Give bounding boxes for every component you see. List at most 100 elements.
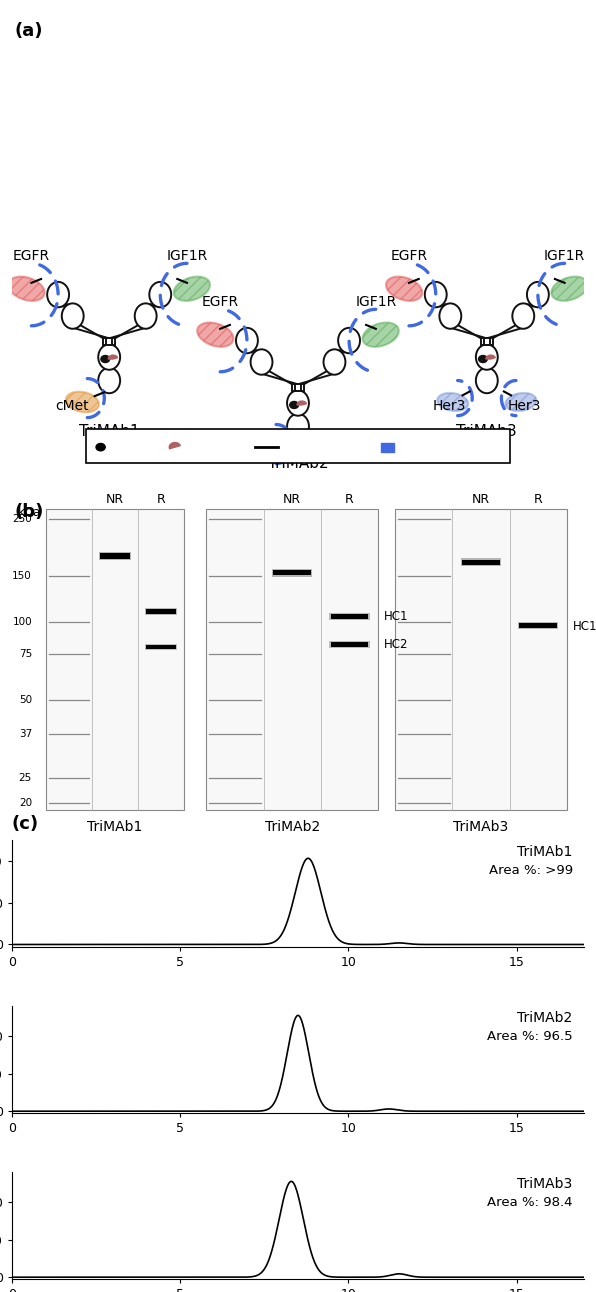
Text: HC1/2: HC1/2 (573, 619, 596, 632)
Bar (331, 614, 368, 619)
Ellipse shape (439, 304, 461, 328)
Text: (c): (c) (12, 815, 39, 833)
Bar (272, 568, 312, 576)
Text: TriMAb3: TriMAb3 (457, 424, 517, 439)
Circle shape (96, 443, 105, 451)
Ellipse shape (527, 282, 549, 307)
Ellipse shape (62, 304, 83, 328)
Text: NR: NR (472, 494, 490, 506)
Wedge shape (169, 443, 181, 448)
Bar (103, 339, 115, 345)
Text: Area %: 96.5: Area %: 96.5 (487, 1030, 573, 1043)
Bar (206, 509, 378, 810)
Text: 25: 25 (18, 773, 32, 783)
Text: IGF1R: IGF1R (355, 296, 396, 309)
Bar (99, 552, 131, 559)
Ellipse shape (250, 349, 272, 375)
Ellipse shape (98, 368, 120, 393)
Text: Her3: Her3 (507, 399, 541, 413)
Ellipse shape (135, 304, 157, 328)
Bar (100, 553, 130, 558)
Ellipse shape (174, 276, 210, 301)
Bar (330, 641, 370, 647)
Bar (146, 646, 176, 649)
Text: 150: 150 (12, 571, 32, 581)
Text: 100: 100 (13, 618, 32, 627)
Ellipse shape (476, 345, 498, 370)
Bar (381, 443, 393, 452)
Bar (462, 559, 500, 565)
Bar (481, 339, 493, 345)
Bar (330, 614, 370, 620)
Ellipse shape (513, 304, 534, 328)
Text: (a): (a) (15, 22, 44, 40)
Ellipse shape (254, 438, 288, 459)
Text: kDa: kDa (17, 506, 41, 519)
Text: R: R (345, 494, 354, 506)
Bar (331, 642, 368, 646)
Wedge shape (108, 355, 117, 359)
Text: (b): (b) (15, 503, 44, 521)
Text: TriMAb1: TriMAb1 (87, 819, 142, 833)
Text: TriMAb1: TriMAb1 (517, 845, 573, 859)
Circle shape (101, 355, 110, 363)
Bar (519, 621, 558, 629)
Text: R: R (534, 494, 543, 506)
Ellipse shape (8, 276, 45, 301)
Text: HC2: HC2 (384, 638, 408, 651)
Ellipse shape (551, 276, 588, 301)
Text: 50: 50 (19, 695, 32, 705)
Text: TriMAb2: TriMAb2 (517, 1012, 573, 1026)
Text: NR: NR (106, 494, 124, 506)
Text: cMet: cMet (55, 399, 89, 413)
Text: EGFR: EGFR (390, 248, 427, 262)
Bar (146, 609, 176, 614)
Bar (292, 384, 304, 391)
Ellipse shape (386, 276, 422, 301)
Text: IGF1R: IGF1R (166, 249, 207, 264)
Ellipse shape (287, 390, 309, 416)
Ellipse shape (425, 282, 446, 307)
Ellipse shape (197, 323, 234, 346)
Bar (461, 558, 501, 566)
Bar (395, 509, 567, 810)
Ellipse shape (362, 323, 399, 346)
Text: TriMAb2: TriMAb2 (268, 456, 328, 472)
Text: Her3: Her3 (247, 447, 280, 461)
Wedge shape (486, 355, 495, 359)
Text: IGF1R: IGF1R (544, 249, 585, 264)
Text: (G4S)n: (G4S)n (398, 441, 444, 453)
Text: TriMAb3: TriMAb3 (517, 1177, 573, 1191)
Ellipse shape (505, 393, 536, 411)
Text: EGFR: EGFR (13, 248, 50, 262)
Text: S-S Bridge: S-S Bridge (284, 441, 353, 453)
Ellipse shape (287, 413, 309, 439)
Text: TriMAb3: TriMAb3 (454, 819, 509, 833)
Ellipse shape (324, 349, 346, 375)
Text: Area %: >99: Area %: >99 (489, 863, 573, 876)
Bar (520, 623, 557, 628)
Text: 20: 20 (19, 798, 32, 809)
Ellipse shape (47, 282, 69, 307)
Text: NR: NR (283, 494, 302, 506)
Ellipse shape (338, 328, 360, 353)
Ellipse shape (98, 345, 120, 370)
Ellipse shape (236, 328, 258, 353)
Text: TriMAb2: TriMAb2 (265, 819, 320, 833)
Text: Holes: Holes (187, 441, 224, 453)
Text: Knob: Knob (110, 441, 144, 453)
Text: HC1: HC1 (384, 610, 408, 623)
Ellipse shape (66, 391, 99, 412)
Circle shape (290, 402, 299, 408)
Bar (274, 570, 311, 575)
Ellipse shape (437, 393, 468, 411)
Ellipse shape (150, 282, 171, 307)
Text: Area %: 98.4: Area %: 98.4 (487, 1195, 573, 1208)
Circle shape (479, 355, 488, 363)
Text: 75: 75 (18, 650, 32, 659)
Text: 37: 37 (18, 729, 32, 739)
Text: EGFR: EGFR (201, 295, 239, 309)
Bar (46, 509, 184, 810)
Ellipse shape (476, 368, 498, 393)
Text: TriMAb1: TriMAb1 (79, 424, 139, 439)
